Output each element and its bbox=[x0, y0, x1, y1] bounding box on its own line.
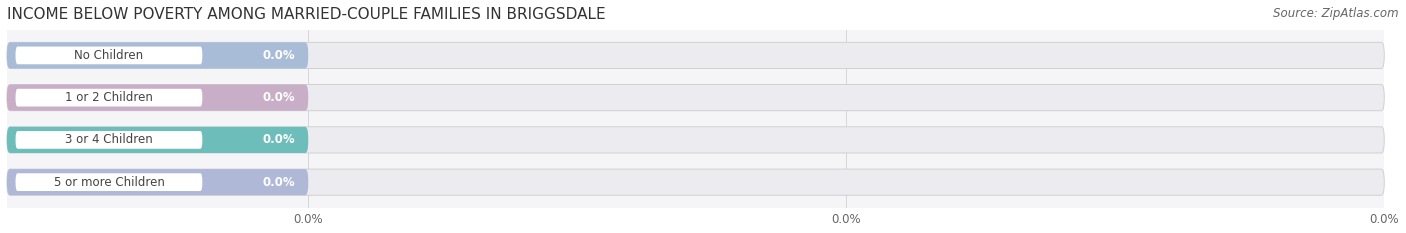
FancyBboxPatch shape bbox=[15, 89, 202, 106]
Text: No Children: No Children bbox=[75, 49, 143, 62]
FancyBboxPatch shape bbox=[7, 127, 1385, 153]
Text: 0.0%: 0.0% bbox=[263, 176, 295, 189]
Text: 5 or more Children: 5 or more Children bbox=[53, 176, 165, 189]
FancyBboxPatch shape bbox=[15, 47, 202, 64]
Text: 0.0%: 0.0% bbox=[263, 134, 295, 146]
Text: Source: ZipAtlas.com: Source: ZipAtlas.com bbox=[1274, 7, 1399, 20]
FancyBboxPatch shape bbox=[7, 85, 1385, 111]
FancyBboxPatch shape bbox=[15, 131, 202, 149]
Text: 1 or 2 Children: 1 or 2 Children bbox=[65, 91, 153, 104]
FancyBboxPatch shape bbox=[7, 85, 308, 111]
FancyBboxPatch shape bbox=[7, 169, 1385, 195]
Text: 0.0%: 0.0% bbox=[263, 91, 295, 104]
Text: 3 or 4 Children: 3 or 4 Children bbox=[65, 134, 153, 146]
FancyBboxPatch shape bbox=[7, 169, 308, 195]
FancyBboxPatch shape bbox=[15, 173, 202, 191]
Text: INCOME BELOW POVERTY AMONG MARRIED-COUPLE FAMILIES IN BRIGGSDALE: INCOME BELOW POVERTY AMONG MARRIED-COUPL… bbox=[7, 7, 606, 22]
Text: 0.0%: 0.0% bbox=[263, 49, 295, 62]
FancyBboxPatch shape bbox=[7, 42, 308, 69]
FancyBboxPatch shape bbox=[7, 42, 1385, 69]
FancyBboxPatch shape bbox=[7, 127, 308, 153]
